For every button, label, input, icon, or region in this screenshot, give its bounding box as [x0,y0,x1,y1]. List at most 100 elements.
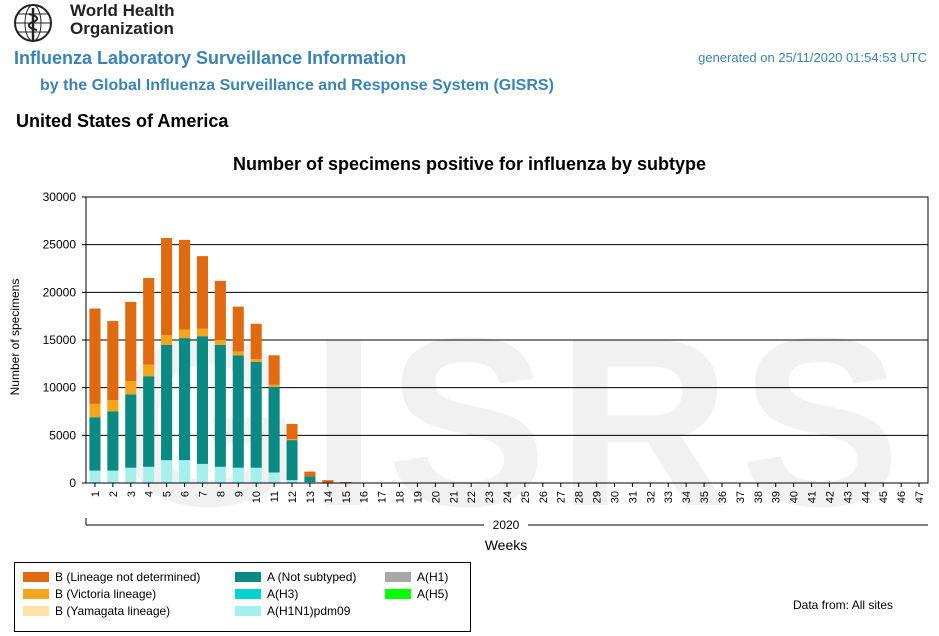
y-tick-label: 0 [69,476,76,490]
page-subtitle: by the Global Influenza Surveillance and… [40,77,554,94]
y-tick-label: 5000 [49,428,76,442]
x-tick-label: 33 [663,491,675,503]
x-tick-label: 24 [502,491,514,503]
bar-segment [250,359,262,362]
bar-segment [286,439,298,441]
legend-swatch [235,589,261,599]
bar-segment [125,301,137,381]
x-tick-label: 14 [323,491,335,503]
bar-segment [161,335,173,345]
y-tick-label: 25000 [43,238,77,252]
x-tick-label: 1 [90,491,102,497]
x-tick-label: 25 [520,491,532,503]
legend-item: B (Victoria lineage) [23,587,156,601]
bar-segment [214,344,226,467]
legend-label: A (Not subtyped) [267,570,357,584]
bar-segment [286,423,298,440]
bar-segment [161,237,173,336]
x-tick-label: 23 [484,491,496,503]
x-tick-label: 26 [538,491,550,503]
y-tick-label: 10000 [43,381,77,395]
bar-segment [214,280,226,340]
x-tick-label: 28 [574,491,586,503]
x-tick-label: 11 [269,491,281,502]
bar-segment [268,355,280,385]
bar-segment [178,338,191,461]
x-tick-label: 46 [896,491,908,503]
bar-segment [89,308,101,404]
x-tick-label: 16 [359,491,371,503]
bar-segment [250,323,262,360]
bar-segment [268,384,280,387]
x-tick-label: 7 [197,491,209,497]
bar-segment [322,480,334,483]
x-tick-label: 5 [162,491,174,497]
x-tick-label: 44 [860,491,872,503]
bar-segment [232,355,244,468]
legend-label: A(H1N1)pdm09 [267,604,351,618]
x-tick-label: 27 [556,491,568,503]
legend-item: A(H1N1)pdm09 [235,604,350,618]
x-tick-label: 45 [878,491,890,503]
bar-segment [143,376,155,467]
x-tick-label: 35 [699,491,711,503]
x-tick-label: 9 [233,491,245,497]
x-tick-label: 34 [681,491,693,503]
legend-swatch [385,572,411,582]
bar-segment [125,467,137,483]
x-tick-label: 30 [609,491,621,503]
x-tick-label: 29 [592,491,604,503]
x-tick-label: 40 [789,491,801,503]
x-tick-label: 20 [430,491,442,503]
legend-label: A(H3) [267,587,299,601]
bar-segment [232,351,244,356]
chart-title: Number of specimens positive for influen… [232,154,707,174]
y-tick-label: 30000 [43,190,77,204]
bar-segment [178,460,191,483]
x-axis-label: Weeks [485,537,528,553]
bar-segment [89,417,101,471]
bar-segment [232,467,244,483]
bar-segment [196,336,209,464]
bar-segment [178,239,191,330]
x-tick-label: 39 [771,491,783,503]
bar-segment [161,460,173,483]
legend-label: B (Victoria lineage) [55,587,157,601]
legend-label: B (Yamagata lineage) [55,604,171,618]
x-tick-label: 37 [735,491,747,503]
legend-item: A(H1) [385,570,448,584]
bar-segment [196,256,209,329]
legend-item: B (Yamagata lineage) [23,604,170,618]
bar-segment [107,320,119,401]
bar-segment [286,440,298,481]
bar-segment [304,471,316,477]
x-tick-label: 4 [144,491,156,497]
bar-segment [214,340,226,345]
bar-segment [89,403,101,418]
bar-segment [304,476,316,483]
x-tick-label: 12 [287,491,299,503]
bar-segment [125,380,137,395]
page-title: Influenza Laboratory Surveillance Inform… [14,48,407,68]
legend-swatch [23,589,49,599]
x-tick-label: 21 [448,491,460,503]
bar-segment [89,470,101,483]
y-tick-label: 15000 [43,333,77,347]
x-tick-label: 15 [341,491,353,503]
x-tick-label: 47 [914,491,926,503]
who-logo [14,4,52,42]
x-tick-label: 8 [215,491,227,497]
x-tick-label: 43 [842,491,854,503]
bar-segment [107,470,119,483]
x-tick-label: 31 [627,491,639,503]
bar-segment [268,386,280,473]
bar-segment [196,463,209,483]
x-tick-label: 19 [412,491,424,503]
legend-label: A(H1) [417,570,449,584]
x-tick-label: 6 [180,491,192,497]
bar-segment [143,364,155,377]
x-tick-label: 36 [717,491,729,503]
gisrs-watermark: GISRS [114,288,911,556]
legend-swatch [23,606,49,616]
